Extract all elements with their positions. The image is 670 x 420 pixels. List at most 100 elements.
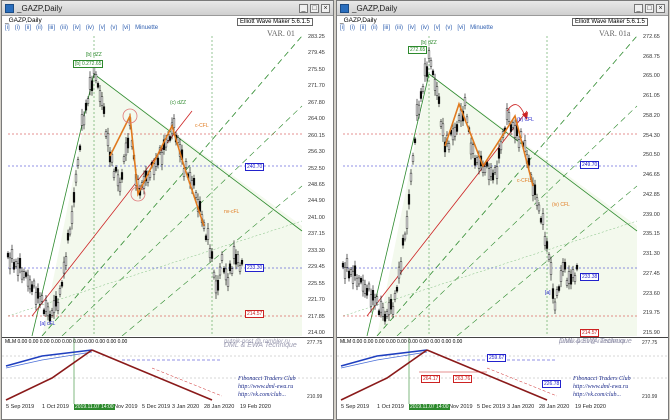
wave-degree-button[interactable]: Minuette <box>135 25 159 31</box>
candle-body <box>379 300 383 313</box>
wave-degree-button[interactable]: (i) <box>349 25 356 31</box>
peak-wave-label: [b] dZZ <box>421 40 437 46</box>
candle-body <box>365 288 369 296</box>
window-titlebar[interactable]: _GAZP,Daily _ □ × <box>337 1 668 16</box>
candle-body <box>401 237 405 246</box>
candle-body <box>126 137 130 149</box>
wave-degree-button[interactable]: (v) <box>110 25 118 31</box>
candle-body <box>54 295 58 307</box>
wave-degree-button[interactable]: [vi] <box>122 25 131 31</box>
level-box-3: 259.67 <box>487 354 507 362</box>
window-title: _GAZP,Daily <box>17 3 63 13</box>
wave-degree-button[interactable]: [iii] <box>382 25 391 31</box>
candle-body <box>417 104 421 115</box>
candle-body <box>411 155 415 162</box>
window-titlebar[interactable]: _GAZP,Daily _ □ × <box>2 1 333 16</box>
candle-body <box>475 157 479 163</box>
price-chart[interactable]: _GAZP,Daily [i] (i) [ii] (ii) [iii] (iii) [iv]… <box>2 16 333 349</box>
candle-body <box>38 295 42 305</box>
close-button[interactable]: × <box>321 3 330 13</box>
candle-body <box>487 168 491 180</box>
watermark-title: DML & EWA Technique <box>224 342 297 349</box>
blue-level-badge: 249.70 <box>580 161 600 169</box>
time-tick-label: 19 Feb 2020 <box>575 404 606 410</box>
wave-degree-button[interactable]: [ii] <box>360 25 367 31</box>
wave-degree-button[interactable]: (iv) <box>85 25 95 31</box>
wave-degree-button[interactable]: Minuette <box>470 25 494 31</box>
fan-line-4 <box>342 220 638 317</box>
wave-degree-button[interactable]: (iv) <box>420 25 430 31</box>
wave-degree-toolbar: [i] (i) [ii] (ii) [iii] (iii) [iv] (iv) [v] (v) [v… <box>340 25 493 31</box>
maximize-button[interactable]: □ <box>310 3 319 13</box>
price-tick-label: 275.50 <box>308 66 325 73</box>
candle-body <box>216 280 220 291</box>
channel-line-left <box>366 73 430 336</box>
crosshair-date-flag: 2019.11.07 14:00 <box>74 404 115 410</box>
wave-degree-button[interactable]: (iii) <box>395 25 404 31</box>
mlm-header: MLM 0.00 0.00 0.00 0.00 0.00 0.00 0.00 0… <box>5 339 128 345</box>
wave-degree-button[interactable]: [v] <box>99 25 106 31</box>
candle-body <box>341 262 345 268</box>
wave-degree-button[interactable]: (v) <box>445 25 453 31</box>
candle-body <box>541 213 545 225</box>
candle-body <box>24 272 28 277</box>
candle-body <box>355 277 359 287</box>
wave-degree-button[interactable]: [vi] <box>457 25 466 31</box>
minimize-button[interactable]: _ <box>634 3 643 13</box>
candle-body <box>32 280 36 287</box>
price-chart[interactable]: _GAZP,Daily [i] (i) [ii] (ii) [iii] (iii) [iv]… <box>337 16 668 345</box>
wave-degree-button[interactable]: (i) <box>14 25 21 31</box>
chart-window-2[interactable]: _GAZP,Daily _ □ × _GAZP,Daily [i] (i) [ii]… <box>336 0 669 420</box>
peak-price-badge: 272.65 <box>408 46 428 54</box>
time-tick-label: 3 Jan 2020 <box>172 404 200 410</box>
time-tick-label: 19 Feb 2020 <box>240 404 271 410</box>
candle-body <box>184 161 188 168</box>
wave-degree-button[interactable]: (iii) <box>60 25 69 31</box>
candle-body <box>441 123 445 137</box>
candle-body <box>361 279 365 292</box>
candle-body <box>48 314 52 322</box>
candle-body <box>110 153 114 163</box>
club-title: Fibonacci Traders Club <box>573 376 631 382</box>
candle-body <box>192 178 196 186</box>
mlm-blue-line-2 <box>340 351 428 369</box>
candle-body <box>64 256 68 266</box>
candle-body <box>206 228 210 240</box>
wave-degree-button[interactable]: [iii] <box>47 25 56 31</box>
candle-body <box>561 262 565 272</box>
minimize-button[interactable]: _ <box>299 3 308 13</box>
wave-degree-button[interactable]: [i] <box>340 25 345 31</box>
wave-c-label: (c) dZZ <box>170 100 187 106</box>
price-tick-label: 272.65 <box>643 34 660 40</box>
price-tick-label: 256.30 <box>308 149 325 156</box>
wave-degree-button[interactable]: (ii) <box>36 25 43 31</box>
maximize-button[interactable]: □ <box>645 3 654 13</box>
wave-degree-button[interactable]: [ii] <box>25 25 32 31</box>
club-url: http://www.dml-ewa.ru <box>573 384 629 390</box>
time-tick-label: 1 Oct 2019 <box>377 404 404 410</box>
price-tick-label: 258.20 <box>643 112 660 119</box>
candle-body <box>363 284 367 294</box>
candle-body <box>563 261 567 270</box>
chart-window-1[interactable]: _GAZP,Daily _ □ × _GAZP,Daily [i] (i) [ii]… <box>1 0 334 420</box>
wave-degree-button[interactable]: [iv] <box>73 25 81 31</box>
wave-degree-button[interactable]: [i] <box>5 25 10 31</box>
candle-body <box>509 124 513 132</box>
candle-body <box>28 279 32 290</box>
candle-body <box>375 296 379 303</box>
close-button[interactable]: × <box>656 3 665 13</box>
candle-body <box>575 265 579 270</box>
candle-body <box>66 232 70 241</box>
candle-body <box>210 251 214 259</box>
watermark-email: putnik-post @ rambler.ru <box>224 339 290 345</box>
fan-line-1 <box>41 35 303 336</box>
wave-degree-button[interactable]: [iv] <box>408 25 416 31</box>
candle-body <box>551 288 555 299</box>
candle-body <box>425 66 429 77</box>
candle-body <box>94 74 98 81</box>
fan-line-2 <box>396 105 638 336</box>
wave-degree-button[interactable]: [v] <box>434 25 441 31</box>
wave-degree-button[interactable]: (ii) <box>371 25 378 31</box>
price-axis: 283.25 279.45 275.50 271.70 267.80 264.00 260.… <box>305 16 333 336</box>
candle-body <box>240 260 244 265</box>
